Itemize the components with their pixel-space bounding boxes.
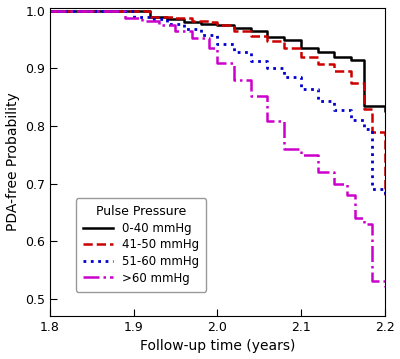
Y-axis label: PDA-free Probability: PDA-free Probability — [6, 93, 20, 231]
X-axis label: Follow-up time (years): Follow-up time (years) — [140, 340, 295, 354]
Legend: 0-40 mmHg, 41-50 mmHg, 51-60 mmHg, >60 mmHg: 0-40 mmHg, 41-50 mmHg, 51-60 mmHg, >60 m… — [76, 198, 206, 292]
